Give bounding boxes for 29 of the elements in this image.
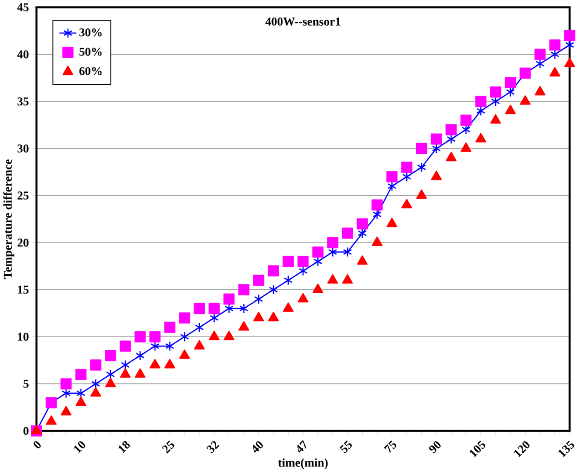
y-tick-label: 35: [18, 97, 29, 106]
y-axis-title: Temperature difference: [3, 159, 14, 279]
x-tick-label: 105: [470, 440, 486, 458]
y-tick-label: 0: [23, 426, 29, 435]
y-tick-label: 10: [18, 332, 29, 341]
x-tick-label: 135: [558, 440, 574, 458]
legend-label: 30%: [79, 28, 102, 36]
legend-label: 50%: [79, 47, 102, 56]
x-tick-label: 10: [74, 441, 86, 453]
x-tick-label: 75: [384, 440, 396, 453]
y-tick-label: 30: [18, 144, 29, 152]
legend-label: 60%: [79, 66, 102, 75]
x-tick-label: 55: [340, 440, 352, 454]
y-tick-label: 25: [18, 191, 29, 200]
x-axis-title: time(min): [278, 458, 328, 469]
x-tick-label: 47: [297, 440, 306, 452]
x-tick-label: 32: [206, 440, 220, 454]
y-tick-label: 45: [17, 3, 29, 12]
x-tick-label: 120: [514, 441, 530, 458]
y-tick-label: 20: [18, 238, 29, 246]
x-tick-label: 90: [429, 441, 441, 454]
x-tick-label: 0: [34, 441, 41, 448]
x-tick-label: 40: [252, 441, 263, 452]
y-tick-label: 15: [18, 285, 29, 294]
text: 400W--sensor1: [265, 17, 340, 26]
x-tick-label: 25: [162, 440, 174, 454]
y-tick-label: 40: [17, 50, 29, 58]
y-tick-label: 5: [24, 380, 29, 388]
x-tick-label: 18: [118, 440, 130, 453]
